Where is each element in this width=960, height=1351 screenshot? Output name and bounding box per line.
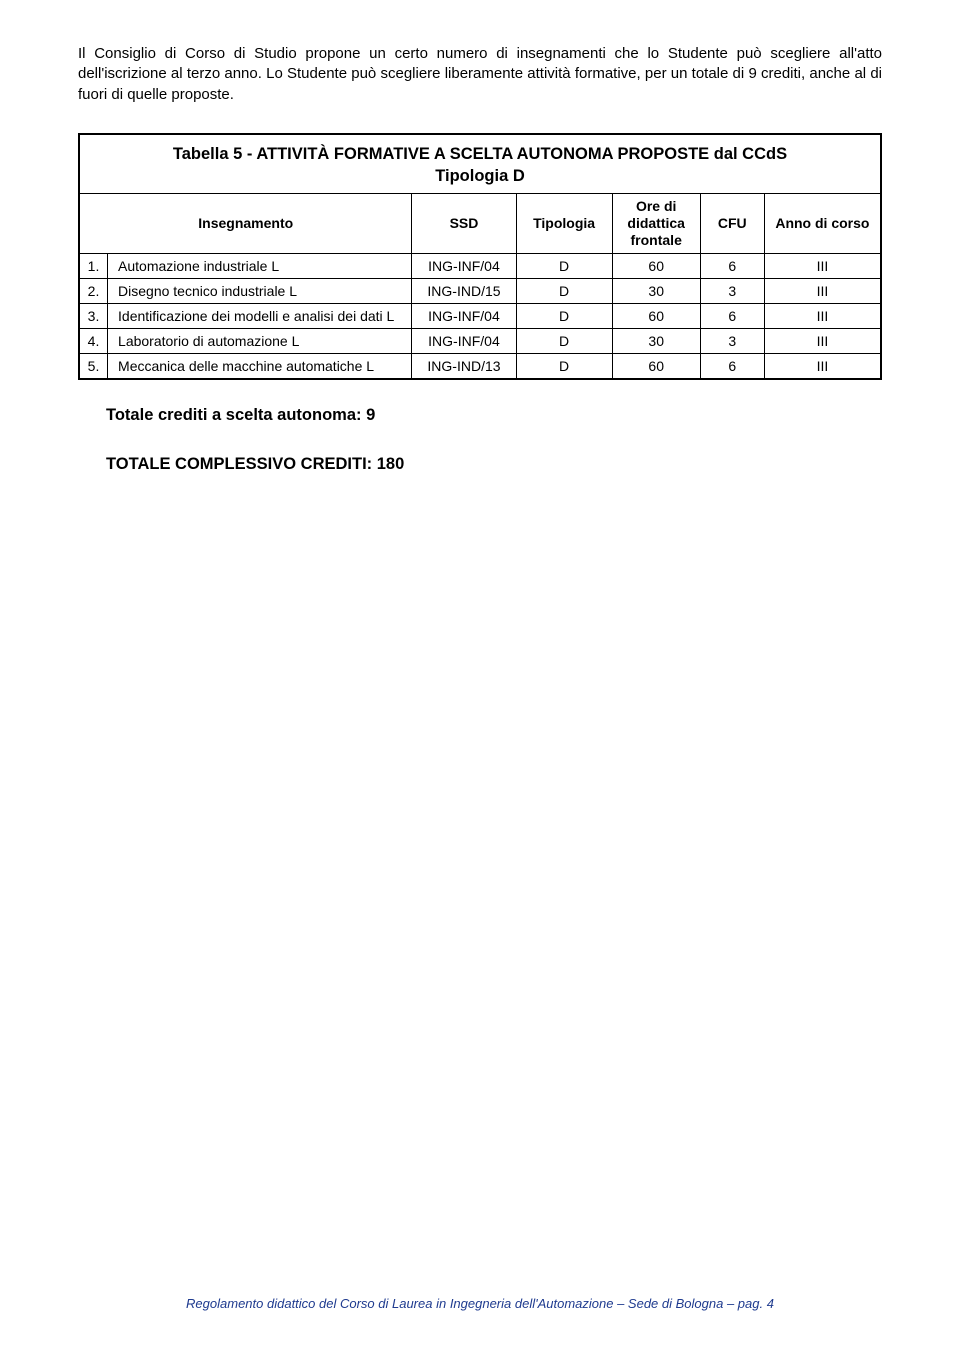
row-ore: 30 (612, 278, 700, 303)
col-ore: Ore di didattica frontale (612, 194, 700, 253)
table-title: Tabella 5 - ATTIVITÀ FORMATIVE A SCELTA … (80, 134, 881, 194)
row-name: Disegno tecnico industriale L (108, 278, 412, 303)
total-credits-overall: TOTALE COMPLESSIVO CREDITI: 180 (106, 455, 882, 474)
row-ore: 60 (612, 303, 700, 328)
table-row: 3.Identificazione dei modelli e analisi … (80, 303, 881, 328)
intro-paragraph: Il Consiglio di Corso di Studio propone … (78, 44, 882, 105)
row-name: Laboratorio di automazione L (108, 328, 412, 353)
col-tipologia: Tipologia (516, 194, 612, 253)
activities-table: Tabella 5 - ATTIVITÀ FORMATIVE A SCELTA … (79, 134, 881, 379)
table-row: 5.Meccanica delle macchine automatiche L… (80, 353, 881, 378)
row-cfu: 6 (700, 253, 764, 278)
row-ssd: ING-INF/04 (412, 328, 516, 353)
row-name: Automazione industriale L (108, 253, 412, 278)
row-ssd: ING-INF/04 (412, 303, 516, 328)
row-name: Identificazione dei modelli e analisi de… (108, 303, 412, 328)
row-anno: III (764, 303, 880, 328)
col-anno: Anno di corso (764, 194, 880, 253)
row-ssd: ING-INF/04 (412, 253, 516, 278)
table-title-line1: Tabella 5 - ATTIVITÀ FORMATIVE A SCELTA … (173, 145, 787, 163)
page-footer: Regolamento didattico del Corso di Laure… (0, 1296, 960, 1311)
row-cfu: 6 (700, 353, 764, 378)
row-num: 1. (80, 253, 108, 278)
table-title-line2: Tipologia D (435, 167, 525, 185)
row-tip: D (516, 278, 612, 303)
row-ore: 60 (612, 253, 700, 278)
col-insegnamento: Insegnamento (80, 194, 412, 253)
row-tip: D (516, 353, 612, 378)
row-tip: D (516, 303, 612, 328)
row-name: Meccanica delle macchine automatiche L (108, 353, 412, 378)
table-row: 2.Disegno tecnico industriale LING-IND/1… (80, 278, 881, 303)
row-ssd: ING-IND/13 (412, 353, 516, 378)
row-anno: III (764, 278, 880, 303)
row-ssd: ING-IND/15 (412, 278, 516, 303)
row-anno: III (764, 253, 880, 278)
table-header-row: Insegnamento SSD Tipologia Ore di didatt… (80, 194, 881, 253)
col-cfu: CFU (700, 194, 764, 253)
table-row: 1.Automazione industriale LING-INF/04D60… (80, 253, 881, 278)
row-num: 3. (80, 303, 108, 328)
row-num: 2. (80, 278, 108, 303)
row-num: 4. (80, 328, 108, 353)
row-tip: D (516, 328, 612, 353)
row-num: 5. (80, 353, 108, 378)
row-ore: 60 (612, 353, 700, 378)
totals-block: Totale crediti a scelta autonoma: 9 TOTA… (106, 406, 882, 474)
row-ore: 30 (612, 328, 700, 353)
row-cfu: 3 (700, 328, 764, 353)
row-anno: III (764, 353, 880, 378)
total-credits-autonoma: Totale crediti a scelta autonoma: 9 (106, 406, 882, 425)
table-container: Tabella 5 - ATTIVITÀ FORMATIVE A SCELTA … (78, 133, 882, 380)
row-cfu: 6 (700, 303, 764, 328)
row-cfu: 3 (700, 278, 764, 303)
row-anno: III (764, 328, 880, 353)
col-ssd: SSD (412, 194, 516, 253)
row-tip: D (516, 253, 612, 278)
table-row: 4.Laboratorio di automazione LING-INF/04… (80, 328, 881, 353)
